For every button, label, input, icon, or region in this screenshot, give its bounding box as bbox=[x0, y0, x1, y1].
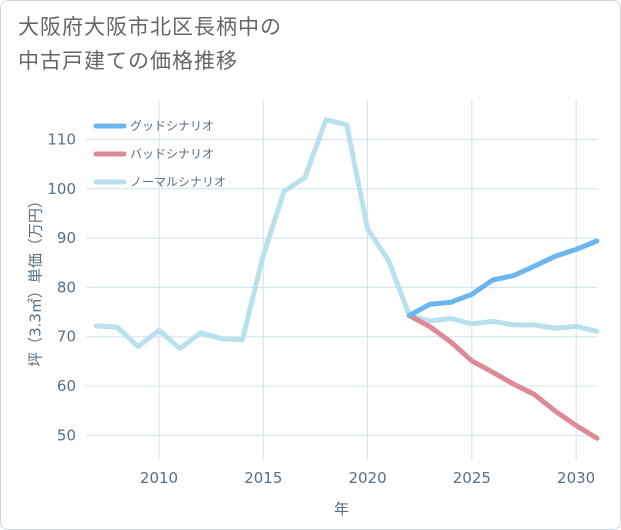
x-tick-label: 2030 bbox=[557, 469, 595, 487]
x-axis-label: 年 bbox=[334, 500, 349, 518]
y-tick-label: 60 bbox=[57, 377, 76, 395]
x-tick-label: 2015 bbox=[244, 469, 282, 487]
chart-title: 大阪府大阪市北区長柄中の 中古戸建ての価格推移 bbox=[18, 10, 578, 78]
series-lines bbox=[93, 117, 600, 441]
chart-title-line-2: 中古戸建ての価格推移 bbox=[18, 49, 238, 73]
legend-label: グッドシナリオ bbox=[130, 119, 214, 133]
y-tick-label: 90 bbox=[57, 229, 76, 247]
legend-label: ノーマルシナリオ bbox=[130, 175, 226, 189]
series-line-1 bbox=[406, 313, 600, 441]
y-tick-label: 70 bbox=[57, 328, 76, 346]
x-tick-label: 2010 bbox=[140, 469, 178, 487]
y-axis-ticks: 50 60 70 80 90 100 110 bbox=[47, 130, 76, 444]
y-tick-label: 80 bbox=[57, 278, 76, 296]
y-tick-label: 100 bbox=[47, 180, 76, 198]
series-line-2 bbox=[93, 117, 600, 351]
legend-label: バッドシナリオ bbox=[130, 147, 214, 161]
grid bbox=[86, 100, 597, 460]
y-axis-label: 坪（3.3㎡）単価（万円） bbox=[27, 193, 45, 367]
x-tick-label: 2025 bbox=[453, 469, 491, 487]
x-tick-label: 2020 bbox=[348, 469, 386, 487]
y-tick-label: 110 bbox=[47, 130, 76, 148]
series-line-0 bbox=[406, 238, 600, 318]
y-tick-label: 50 bbox=[57, 426, 76, 444]
x-axis-ticks: 2010 2015 2020 2025 2030 bbox=[140, 469, 595, 487]
chart-title-line-1: 大阪府大阪市北区長柄中の bbox=[18, 15, 282, 39]
